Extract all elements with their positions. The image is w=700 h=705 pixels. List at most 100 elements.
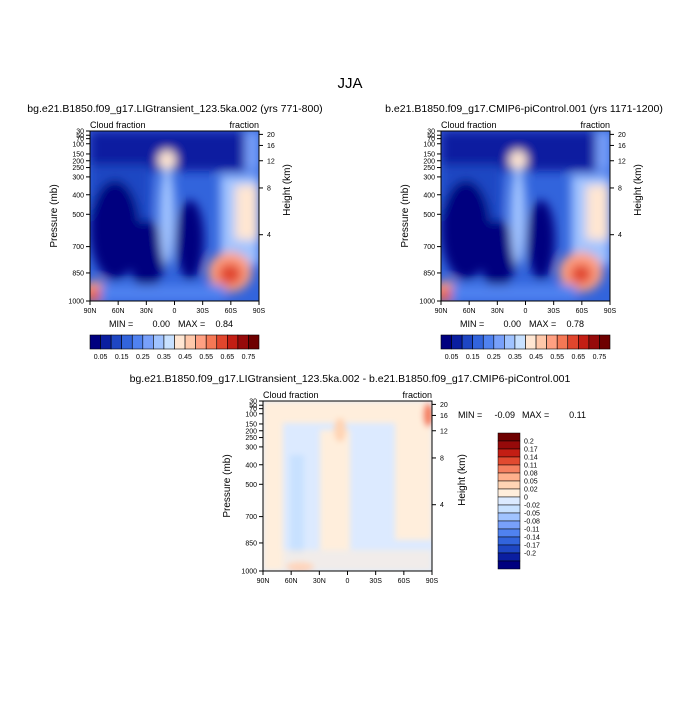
y-tick-label: 30: [427, 129, 435, 136]
colorbar-swatch: [497, 496, 521, 506]
colorbar-swatch: [497, 472, 521, 482]
y-tick-label: 700: [423, 244, 435, 251]
x-tick-label: 0: [524, 308, 528, 315]
colorbar-label: 0.45: [529, 354, 543, 361]
colorbar-label: 0.35: [157, 354, 171, 361]
y2-tick-label: 4: [440, 502, 444, 509]
y-tick-label: 100: [72, 141, 84, 148]
y-tick-label: 700: [245, 514, 257, 521]
x-tick-label: 90S: [253, 308, 266, 315]
colorbar-swatch: [588, 334, 600, 350]
y-tick-label: 70: [427, 136, 435, 143]
x-tick-label: 30S: [547, 308, 560, 315]
y-tick-label: 150: [72, 151, 84, 158]
colorbar-swatch: [482, 334, 495, 350]
panel-c-subtitle-right: fraction: [402, 390, 432, 400]
y2-tick-label: 20: [267, 132, 275, 139]
x-tick-label: 0: [346, 578, 350, 585]
colorbar-swatch: [451, 334, 463, 350]
y2-tick-label: 12: [618, 158, 626, 165]
panel-b-ylabel: Pressure (mb): [400, 184, 411, 247]
colorbar-label: 0.02: [524, 487, 538, 494]
x-tick-label: 60S: [225, 308, 238, 315]
colorbar-swatch: [205, 334, 218, 350]
panel-lig-transient: bg.e21.B1850.f09_g17.LIGtransient_123.5k…: [27, 103, 322, 361]
panel-c-ylabel: Pressure (mb): [222, 454, 233, 517]
colorbar-swatch: [461, 334, 473, 350]
panel-c-max-label: MAX =: [522, 410, 549, 420]
colorbar-swatch: [472, 334, 484, 350]
y-tick-label: 200: [423, 158, 435, 165]
colorbar-label: -0.11: [524, 527, 540, 534]
colorbar-swatch: [497, 464, 521, 474]
y-tick-label: 400: [72, 192, 84, 199]
colorbar-label: 0.05: [445, 354, 459, 361]
colorbar-label: 0.55: [550, 354, 564, 361]
colorbar-label: 0.45: [178, 354, 192, 361]
colorbar-swatch: [497, 536, 521, 546]
colorbar-swatch: [184, 334, 196, 350]
y-tick-label: 50: [76, 133, 84, 140]
colorbar-swatch: [497, 488, 521, 498]
y2-tick-label: 16: [440, 413, 448, 420]
panel-c-min-value: -0.09: [494, 410, 515, 420]
y-tick-label: 200: [72, 158, 84, 165]
x-tick-label: 60N: [463, 308, 476, 315]
colorbar-label: 0.25: [136, 354, 150, 361]
colorbar-label: -0.02: [524, 503, 540, 510]
colorbar-swatch: [121, 334, 133, 350]
colorbar-label: 0.15: [466, 354, 480, 361]
y-tick-label: 300: [72, 174, 84, 181]
x-tick-label: 30N: [140, 308, 153, 315]
y-tick-label: 500: [245, 482, 257, 489]
colorbar-label: 0.05: [94, 354, 108, 361]
x-tick-label: 90S: [426, 578, 439, 585]
colorbar-swatch: [497, 528, 521, 538]
colorbar-label: -0.2: [524, 551, 536, 558]
panel-a-title: bg.e21.B1850.f09_g17.LIGtransient_123.5k…: [27, 103, 322, 115]
colorbar-label: 0.75: [242, 354, 256, 361]
colorbar-label: -0.08: [524, 519, 540, 526]
panel-b-subtitle-right: fraction: [580, 120, 610, 130]
colorbar-label: 0.75: [593, 354, 607, 361]
y-tick-label: 200: [245, 428, 257, 435]
colorbar-swatch: [497, 448, 521, 458]
y-tick-label: 70: [76, 136, 84, 143]
y2-tick-label: 16: [267, 143, 275, 150]
colorbar-label: 0.15: [115, 354, 129, 361]
y-tick-label: 1000: [419, 299, 435, 306]
panel-picontrol: b.e21.B1850.f09_g17.CMIP6-piControl.001 …: [385, 103, 663, 361]
colorbar-label: 0.2: [524, 439, 534, 446]
y-tick-label: 850: [72, 270, 84, 277]
panel-c-subtitle-left: Cloud fraction: [263, 390, 319, 400]
colorbar-swatch: [599, 334, 611, 350]
y-tick-label: 50: [249, 403, 257, 410]
panel-a-max-label: MAX =: [178, 319, 205, 329]
colorbar-swatch: [153, 334, 165, 350]
colorbar-swatch: [535, 334, 547, 350]
panel-b-max-value: 0.78: [566, 319, 584, 329]
y-tick-label: 700: [72, 244, 84, 251]
colorbar-swatch: [514, 334, 526, 350]
y-tick-label: 1000: [241, 569, 257, 576]
colorbar-swatch: [497, 544, 521, 554]
x-tick-label: 30N: [313, 578, 326, 585]
colorbar-swatch: [497, 432, 521, 442]
colorbar-label: 0.17: [524, 447, 538, 454]
y2-tick-label: 20: [618, 132, 626, 139]
colorbar-label: -0.14: [524, 535, 540, 542]
panel-a-min-value: 0.00: [152, 319, 170, 329]
y2-tick-label: 8: [618, 185, 622, 192]
y-tick-label: 100: [245, 411, 257, 418]
colorbar-swatch: [493, 334, 505, 350]
panel-c-max-value: 0.11: [569, 410, 586, 420]
panel-a-subtitle-left: Cloud fraction: [90, 120, 146, 130]
colorbar-swatch: [504, 334, 516, 350]
y2-tick-label: 12: [440, 428, 448, 435]
y-tick-label: 150: [245, 421, 257, 428]
figure-title: JJA: [337, 75, 362, 92]
x-tick-label: 60N: [112, 308, 125, 315]
colorbar-swatch: [497, 560, 521, 570]
colorbar-label: -0.17: [524, 543, 540, 550]
